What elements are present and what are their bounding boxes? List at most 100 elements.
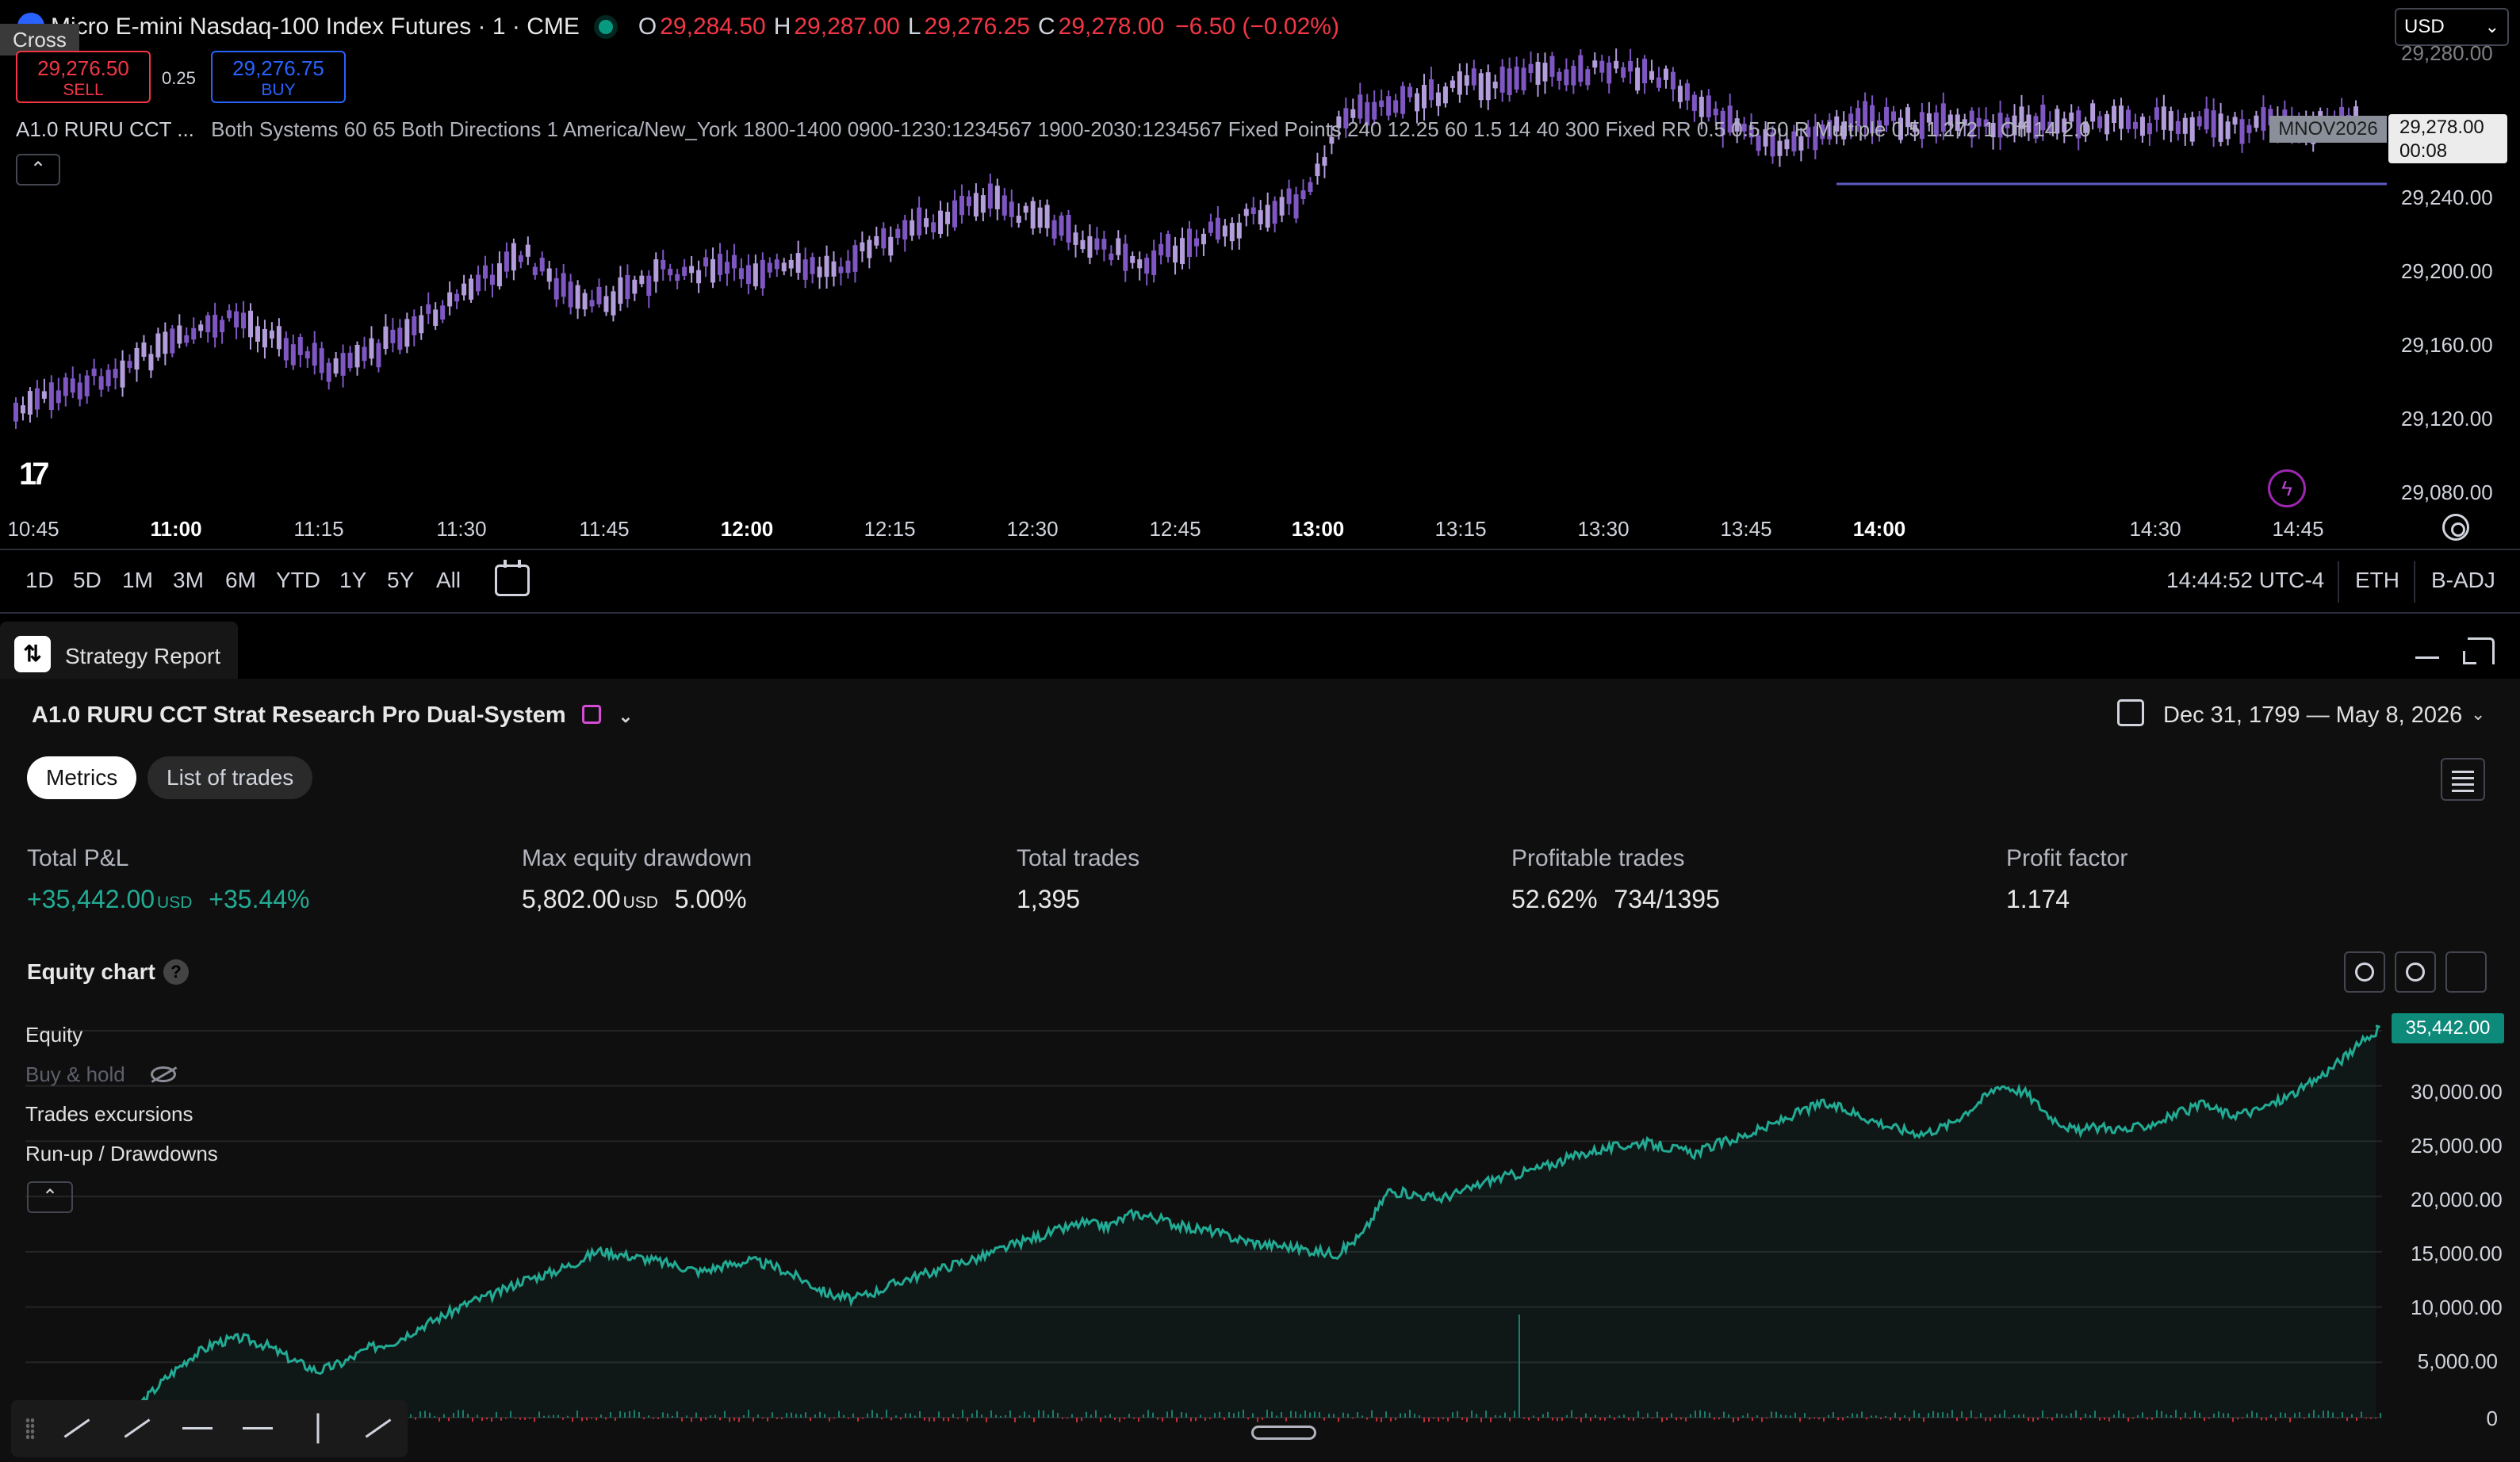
- range-3m-button[interactable]: 3M: [173, 568, 204, 592]
- legend-trades-excursions[interactable]: Trades excursions: [25, 1102, 193, 1126]
- session-toggle[interactable]: ETH: [2355, 568, 2399, 592]
- candle-body: [1535, 61, 1541, 85]
- drag-handle-icon[interactable]: [25, 1418, 35, 1440]
- symbol-title[interactable]: Micro E-mini Nasdaq-100 Index Futures · …: [51, 13, 580, 40]
- legend-runup-drawdowns[interactable]: Run-up / Drawdowns: [25, 1142, 218, 1165]
- equity-y-tick: 10,000.00: [2411, 1296, 2503, 1319]
- candle-body: [2104, 114, 2110, 135]
- candle-body: [2026, 114, 2032, 133]
- range-1y-button[interactable]: 1Y: [339, 568, 367, 592]
- candle-body: [888, 236, 894, 256]
- goto-date-icon[interactable]: [495, 560, 530, 596]
- tab-strategy-report[interactable]: ⇅ Strategy Report: [0, 622, 238, 679]
- metric-label: Profit factor: [2006, 845, 2128, 871]
- candle-body: [860, 242, 865, 252]
- candle-body: [41, 391, 47, 399]
- time-axis[interactable]: 10:45 11:00 11:15 11:30 11:45 12:00 12:1…: [0, 514, 2387, 545]
- candle-body: [987, 183, 993, 209]
- legend-collapse-button[interactable]: ⌃: [27, 1181, 73, 1213]
- calendar-icon[interactable]: [2117, 699, 2144, 726]
- candle-body: [1379, 100, 1384, 107]
- settings-icon[interactable]: [2344, 951, 2385, 993]
- buy-button[interactable]: 29,276.75 BUY: [211, 51, 346, 103]
- candle-body: [1898, 117, 1903, 140]
- indicator-legend[interactable]: A1.0 RURU CCT ... Both Systems 60 65 Bot…: [16, 117, 2091, 142]
- price-axis[interactable]: 29,280.00 29,240.00 29,200.00 29,160.00 …: [2387, 0, 2520, 547]
- tab-metrics[interactable]: Metrics: [27, 756, 137, 799]
- sell-button[interactable]: 29,276.50 SELL: [16, 51, 151, 103]
- strategy-title[interactable]: A1.0 RURU CCT Strat Research Pro Dual-Sy…: [32, 702, 633, 729]
- adjustment-toggle[interactable]: B-ADJ: [2431, 568, 2495, 592]
- indicator-name[interactable]: A1.0 RURU CCT ...: [16, 117, 194, 141]
- time-tick: 11:00: [150, 517, 202, 541]
- range-6m-button[interactable]: 6M: [225, 568, 256, 592]
- lightning-icon[interactable]: ϟ: [2268, 469, 2306, 507]
- range-ytd-button[interactable]: YTD: [276, 568, 320, 592]
- legend-collapse-button[interactable]: ⌃: [16, 154, 60, 186]
- candle-body: [1691, 94, 1697, 111]
- currency-select[interactable]: USD ⌄: [2395, 8, 2509, 46]
- candle-body: [1492, 81, 1498, 89]
- fullscreen-icon[interactable]: [2445, 951, 2487, 993]
- candle-body: [1315, 163, 1320, 177]
- help-icon[interactable]: ?: [163, 959, 189, 985]
- equity-y-tick: 25,000.00: [2411, 1134, 2503, 1158]
- chevron-down-icon: ⌄: [2484, 17, 2499, 36]
- candle-body: [2012, 115, 2017, 136]
- profitable-count: 734/1395: [1614, 885, 1720, 913]
- range-5d-button[interactable]: 5D: [73, 568, 101, 592]
- drawdown-value: 5,802.00: [522, 885, 621, 913]
- candle-body: [1016, 216, 1021, 223]
- list-view-icon[interactable]: [2441, 758, 2485, 801]
- candle-body: [1137, 259, 1143, 269]
- range-1d-button[interactable]: 1D: [25, 568, 54, 592]
- chevron-down-icon[interactable]: ⌄: [2471, 704, 2486, 724]
- candle-body: [469, 278, 474, 300]
- candle-body: [155, 333, 161, 358]
- trendline-icon[interactable]: [119, 1413, 154, 1445]
- fib-icon[interactable]: [179, 1413, 214, 1445]
- maximize-icon[interactable]: [2463, 637, 2495, 664]
- pattern-icon[interactable]: [300, 1413, 335, 1445]
- candlestick-plot[interactable]: [0, 0, 2387, 512]
- position-icon[interactable]: [239, 1413, 274, 1445]
- candle-body: [213, 315, 218, 338]
- range-all-button[interactable]: All: [436, 568, 461, 592]
- range-5y-button[interactable]: 5Y: [387, 568, 415, 592]
- price-tick: 29,240.00: [2401, 186, 2493, 209]
- camera-icon[interactable]: [2395, 951, 2436, 993]
- candle-body: [1023, 205, 1028, 213]
- minimize-icon[interactable]: [2415, 656, 2439, 659]
- clock-display[interactable]: 14:44:52 UTC-4: [2166, 568, 2325, 592]
- candle-body: [2055, 109, 2060, 134]
- legend-equity[interactable]: Equity: [25, 1023, 83, 1047]
- tradingview-logo[interactable]: 17: [19, 457, 49, 492]
- candle-body: [852, 245, 858, 272]
- candle-body: [1706, 95, 1711, 117]
- candle-body: [1415, 93, 1420, 112]
- high-value: 29,287.00: [794, 13, 900, 40]
- candle-body: [1870, 105, 1875, 134]
- equity-chart[interactable]: [0, 1012, 2520, 1462]
- candle-body: [2182, 117, 2188, 134]
- candle-body: [1933, 112, 1939, 137]
- ruler-icon[interactable]: [360, 1413, 395, 1445]
- date-range[interactable]: Dec 31, 1799 — May 8, 2026: [2163, 702, 2463, 728]
- candle-body: [1599, 60, 1605, 73]
- price-chart[interactable]: Micro E-mini Nasdaq-100 Index Futures · …: [0, 0, 2520, 547]
- settings-gear-icon[interactable]: [2442, 514, 2469, 541]
- range-1m-button[interactable]: 1M: [122, 568, 153, 592]
- candle-body: [1748, 124, 1754, 138]
- eye-hidden-icon[interactable]: [151, 1066, 176, 1082]
- candle-body: [163, 331, 168, 354]
- candle-body: [1258, 210, 1263, 224]
- candle-body: [831, 261, 837, 277]
- candle-body: [1159, 243, 1164, 256]
- legend-buy-and-hold[interactable]: Buy & hold: [25, 1062, 125, 1086]
- tab-list-of-trades[interactable]: List of trades: [147, 756, 313, 799]
- time-tick: 13:15: [1434, 517, 1487, 541]
- brush-icon[interactable]: [59, 1413, 94, 1445]
- candle-body: [376, 343, 381, 368]
- candle-body: [234, 311, 239, 327]
- panel-resize-handle[interactable]: [1251, 1426, 1316, 1440]
